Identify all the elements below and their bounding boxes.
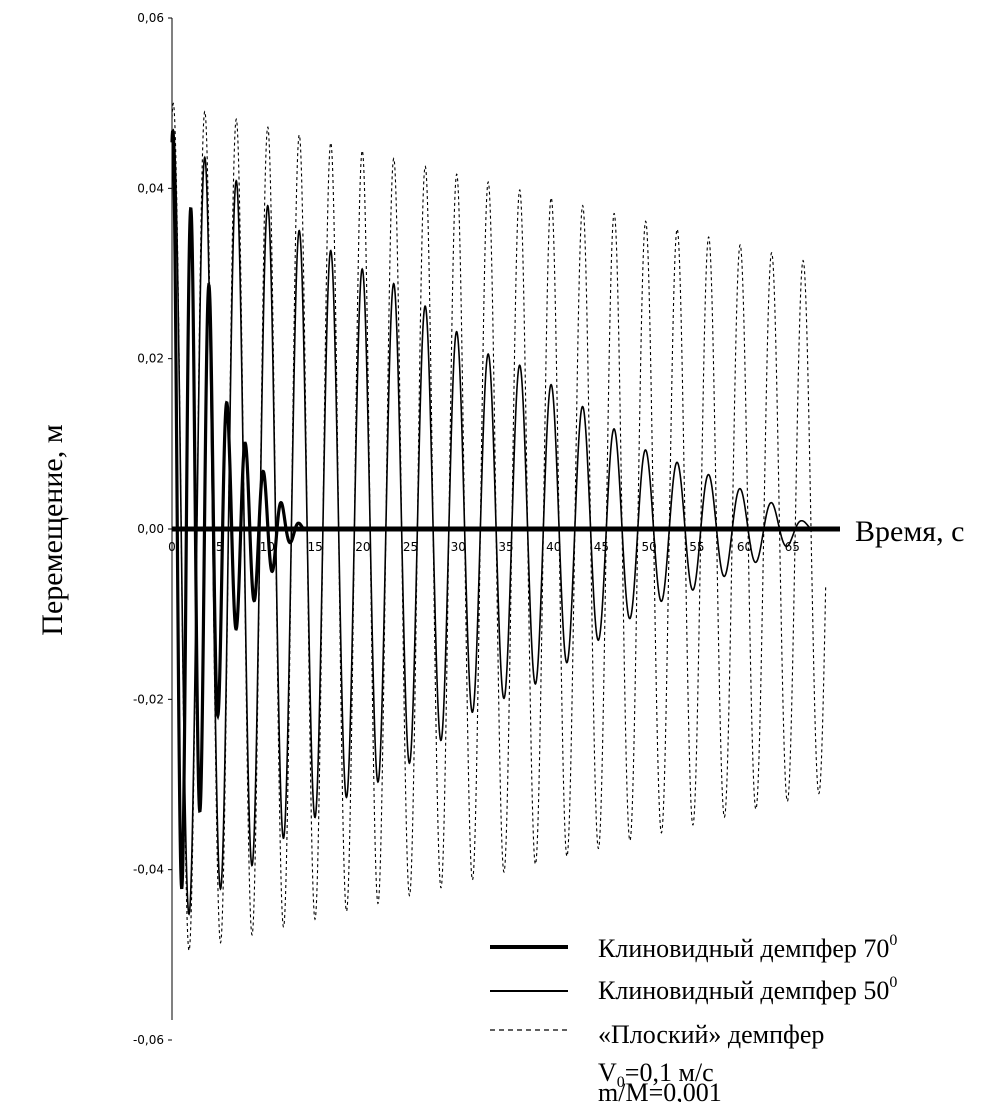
y-tick-label: -0,04 xyxy=(133,863,164,877)
legend-label-wedge-50-text: Клиновидный демпфер 50 xyxy=(598,976,889,1005)
x-tick-label: 65 xyxy=(785,540,800,554)
y-ticks: 0,06 0,04 0,02 0,00 -0,02 -0,04 -0,06 xyxy=(133,11,172,1047)
x-axis-title: Время, с xyxy=(855,515,964,548)
annotation-velocity-subscript: 0 xyxy=(617,1074,625,1091)
x-tick-label: 15 xyxy=(308,540,323,554)
annotation-mass-ratio: m/M=0,001 xyxy=(598,1078,722,1102)
annotation-velocity-symbol: V xyxy=(598,1058,617,1087)
x-tick-label: 35 xyxy=(498,540,513,554)
x-tick-label: 5 xyxy=(216,540,224,554)
annotation-velocity: V0=0,1 м/с xyxy=(598,1058,714,1091)
legend: Клиновидный демпфер 700 Клиновидный демп… xyxy=(490,932,897,1102)
x-tick-label: 25 xyxy=(403,540,418,554)
y-tick-label: -0,06 xyxy=(133,1033,164,1047)
legend-label-wedge-70: Клиновидный демпфер 700 xyxy=(598,932,897,963)
plot-area: 0,06 0,04 0,02 0,00 -0,02 -0,04 -0,06 0 5 10 15 20… xyxy=(133,11,840,1047)
y-tick-label: 0,06 xyxy=(137,11,164,25)
y-axis-title: Перемещение, м xyxy=(36,424,69,635)
x-tick-label: 30 xyxy=(451,540,466,554)
x-tick-label: 0 xyxy=(168,540,176,554)
legend-label-wedge-70-text: Клиновидный демпфер 70 xyxy=(598,934,889,963)
x-tick-label: 45 xyxy=(594,540,609,554)
legend-label-wedge-70-sup: 0 xyxy=(889,932,897,949)
x-tick-label: 10 xyxy=(260,540,275,554)
series-line-thick-solid xyxy=(170,130,812,890)
x-ticks: 0 5 10 15 20 25 30 35 40 45 50 55 60 65 xyxy=(168,540,800,554)
legend-label-wedge-50: Клиновидный демпфер 500 xyxy=(598,974,897,1005)
y-tick-label: 0,04 xyxy=(137,181,164,195)
annotation-velocity-value: =0,1 м/с xyxy=(625,1058,714,1087)
x-tick-label: 55 xyxy=(689,540,704,554)
y-tick-label: -0,02 xyxy=(133,692,164,706)
x-tick-label: 20 xyxy=(355,540,370,554)
legend-label-flat: «Плоский» демпфер xyxy=(598,1020,824,1049)
series-line-dashed xyxy=(171,102,827,952)
legend-label-wedge-50-sup: 0 xyxy=(889,974,897,991)
series-line-thin-solid xyxy=(171,128,812,916)
series-layer xyxy=(170,102,827,952)
y-tick-label: 0,02 xyxy=(137,352,164,366)
x-tick-label: 50 xyxy=(642,540,657,554)
y-tick-label: 0,00 xyxy=(137,522,164,536)
x-tick-label: 40 xyxy=(546,540,561,554)
